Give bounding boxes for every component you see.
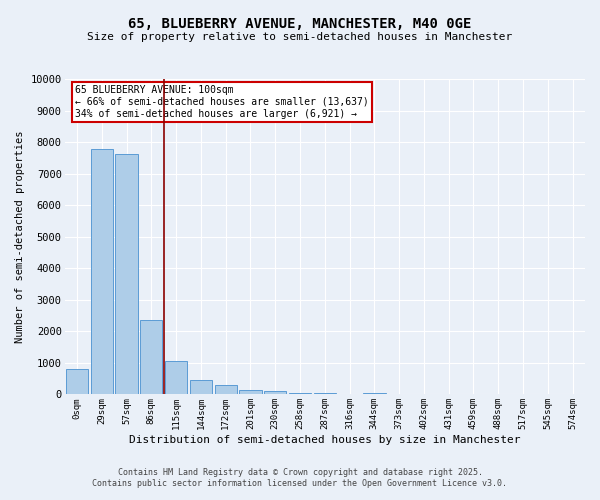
Bar [190, 380, 212, 394]
Bar [115, 154, 137, 394]
X-axis label: Distribution of semi-detached houses by size in Manchester: Distribution of semi-detached houses by … [129, 435, 521, 445]
Bar [239, 390, 262, 394]
Y-axis label: Number of semi-detached properties: Number of semi-detached properties [15, 130, 25, 343]
Bar [363, 392, 386, 394]
Bar [91, 149, 113, 394]
Bar [289, 392, 311, 394]
Bar [215, 386, 237, 394]
Text: Size of property relative to semi-detached houses in Manchester: Size of property relative to semi-detach… [88, 32, 512, 42]
Text: 65, BLUEBERRY AVENUE, MANCHESTER, M40 0GE: 65, BLUEBERRY AVENUE, MANCHESTER, M40 0G… [128, 18, 472, 32]
Text: Contains HM Land Registry data © Crown copyright and database right 2025.
Contai: Contains HM Land Registry data © Crown c… [92, 468, 508, 487]
Bar [66, 368, 88, 394]
Text: 65 BLUEBERRY AVENUE: 100sqm
← 66% of semi-detached houses are smaller (13,637)
3: 65 BLUEBERRY AVENUE: 100sqm ← 66% of sem… [75, 86, 369, 118]
Bar [264, 392, 286, 394]
Bar [140, 320, 163, 394]
Bar [165, 362, 187, 394]
